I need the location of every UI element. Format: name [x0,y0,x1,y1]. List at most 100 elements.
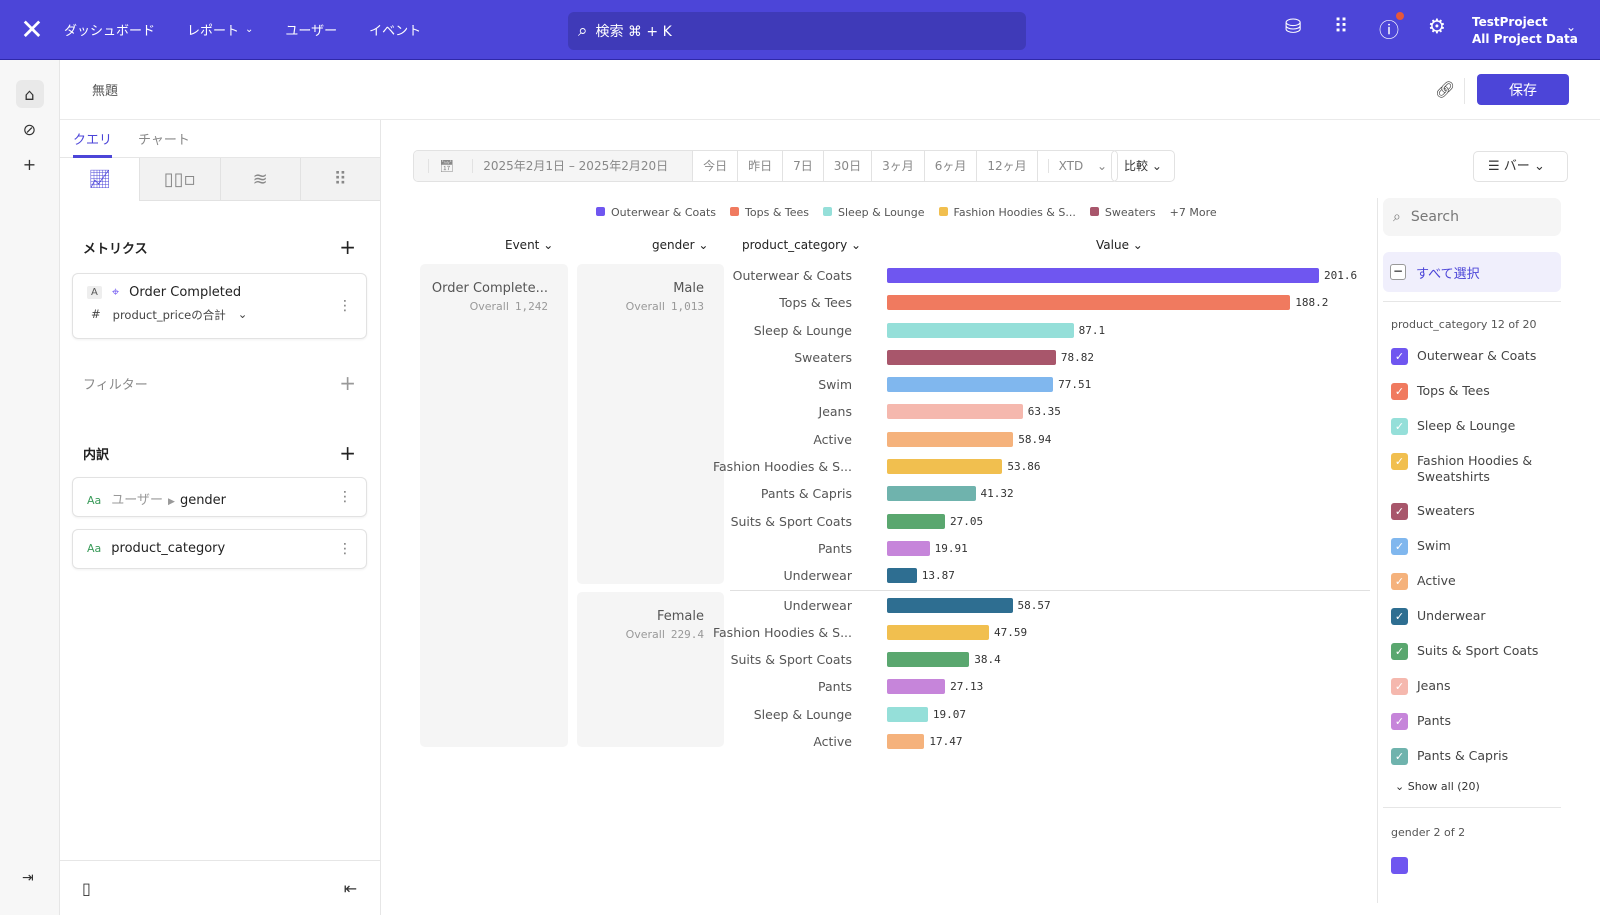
insights-icon[interactable]: 📈︎ [60,158,140,201]
legend-item[interactable]: Sleep & Lounge [823,206,925,219]
database-settings-icon[interactable]: ⛁ [1284,14,1302,38]
range-3m[interactable]: 3ヶ月 [871,151,924,181]
bar-row[interactable]: Fashion Hoodies & S... 47.59 [713,619,1370,646]
bar-row[interactable]: Outerwear & Coats 201.6 [730,262,1370,289]
filter-item[interactable]: ✓ Underwear [1391,599,1561,634]
filter-item[interactable]: ✓ Suits & Sport Coats [1391,634,1561,669]
range-xtd[interactable]: XTD ⌄ [1036,151,1117,181]
kebab-icon[interactable]: ⋮ [338,298,352,314]
tab-chart[interactable]: チャート [138,132,190,148]
filter-item[interactable]: ✓ Sleep & Lounge [1391,409,1561,444]
bar[interactable] [887,679,946,695]
bar-row[interactable]: Active 58.94 [730,426,1370,453]
project-switcher[interactable]: TestProject All Project Data [1472,14,1578,48]
filter-item[interactable]: ✓ Pants & Capris [1391,739,1561,774]
filter-item[interactable]: ✓ Outerwear & Coats [1391,339,1561,374]
filter-item[interactable]: ✓ Fashion Hoodies & Sweatshirts [1391,444,1561,494]
kebab-icon[interactable]: ⋮ [338,489,352,505]
filter-item[interactable]: ✓ Swim [1391,529,1561,564]
chevron-down-icon[interactable]: ⌄ [1566,20,1577,34]
metric-card[interactable]: A ⌖ Order Completed # product_priceの合計 ⌄ ⋮ [72,273,367,339]
funnels-icon[interactable]: ▯▯▫ [139,158,220,201]
range-6m[interactable]: 6ヶ月 [923,151,977,181]
bar[interactable] [887,377,1054,393]
home-icon[interactable]: ⌂ [15,80,44,108]
bar[interactable] [887,404,1023,420]
range-7d[interactable]: 7日 [782,151,823,181]
bar[interactable] [887,568,917,584]
sidebar-toggle-icon[interactable]: ▯ [82,878,91,898]
global-search[interactable]: ⌕ 検索 ⌘ + K [568,12,1026,50]
bar[interactable] [887,486,976,502]
filter-item[interactable]: ✓ Tops & Tees [1391,374,1561,409]
header-value[interactable]: Value ⌄ [1096,238,1143,252]
logo-icon[interactable]: ✕ [20,13,44,46]
bar-row[interactable]: Underwear 58.57 [730,592,1370,619]
range-12m[interactable]: 12ヶ月 [976,151,1036,181]
bar[interactable] [887,652,970,668]
filter-search-input[interactable]: ⌕ Search [1383,198,1561,236]
tab-query[interactable]: クエリ [73,120,113,158]
apps-grid-icon[interactable]: ⠿ [1333,14,1349,38]
compare-button[interactable]: 比較 ⌄ [1111,150,1175,182]
filter-item[interactable]: ✓ Jeans [1391,669,1561,704]
bar-row[interactable]: Suits & Sport Coats 38.4 [730,646,1370,673]
legend-item[interactable]: Sweaters [1089,206,1156,219]
bar-row[interactable]: Sweaters 78.82 [730,344,1370,371]
bar-row[interactable]: Sleep & Lounge 19.07 [730,701,1370,728]
bar[interactable] [887,513,945,529]
link-icon[interactable]: 🔗︎ [1435,80,1456,99]
breakdown-gender[interactable]: Aa ユーザー ▶ gender ⋮ [72,477,367,517]
bar-row[interactable]: Underwear 13.87 [730,562,1370,589]
help-icon[interactable]: ⓘ [1376,12,1404,43]
gear-icon[interactable]: ⚙ [1428,14,1446,38]
filter-item[interactable]: ✓ Active [1391,564,1561,599]
bar-row[interactable]: Tops & Tees 188.2 [730,289,1370,316]
compass-icon[interactable]: ⊘ [22,119,37,139]
bar[interactable] [887,597,1013,613]
bar-row[interactable]: Active 17.47 [730,728,1370,755]
bar-row[interactable]: Fashion Hoodies & S... 53.86 [713,453,1370,480]
legend-more[interactable]: +7 More [1169,206,1217,219]
date-range-button[interactable]: 📅︎ 2025年2月1日 – 2025年2月20日 [414,151,693,181]
bar-row[interactable]: Pants & Capris 41.32 [730,480,1370,507]
flows-icon[interactable]: ≋ [219,158,300,201]
bar[interactable] [887,734,925,750]
header-event[interactable]: Event ⌄ [505,238,554,252]
bar-row[interactable]: Sleep & Lounge 87.1 [730,317,1370,344]
select-all-toggle[interactable]: − すべて選択 [1383,252,1561,292]
add-metric-icon[interactable]: + [339,235,356,259]
bar[interactable] [887,322,1074,338]
bar[interactable] [887,349,1056,365]
filter-item[interactable]: ✓ Pants [1391,704,1561,739]
bar-row[interactable]: Swim 77.51 [730,371,1370,398]
bar-row[interactable]: Suits & Sport Coats 27.05 [730,508,1370,535]
nav-reports[interactable]: レポート ⌄ [187,20,253,39]
nav-events[interactable]: イベント [369,20,421,39]
header-category[interactable]: product_category ⌄ [742,238,862,252]
chart-type-select[interactable]: ☰ バー ⌄ [1473,151,1568,182]
kebab-icon[interactable]: ⋮ [338,541,352,557]
filter-item[interactable]: ✓ Sweaters [1391,494,1561,529]
checkbox[interactable] [1391,857,1408,874]
show-all-button[interactable]: ⌄ Show all (20) [1395,780,1480,793]
retention-icon[interactable]: ⠿ [299,158,380,201]
add-filter-icon[interactable]: + [339,371,356,395]
header-gender[interactable]: gender ⌄ [652,238,709,252]
nav-users[interactable]: ユーザー [285,20,337,39]
range-30d[interactable]: 30日 [822,151,871,181]
breakdown-product-category[interactable]: Aa product_category ⋮ [72,529,367,569]
bar-row[interactable]: Jeans 63.35 [730,398,1370,425]
save-button[interactable]: 保存 [1477,74,1569,105]
bar[interactable] [887,706,928,722]
range-yesterday[interactable]: 昨日 [737,151,782,181]
bar-row[interactable]: Pants 19.91 [730,535,1370,562]
bar[interactable] [887,268,1319,283]
bar-row[interactable]: Pants 27.13 [730,673,1370,700]
legend-item[interactable]: Outerwear & Coats [596,206,716,219]
bar[interactable] [887,459,1003,475]
metric-aggregation[interactable]: # product_priceの合計 ⌄ [87,307,366,323]
collapse-panel-icon[interactable]: ⇤ [343,878,357,898]
bar[interactable] [887,295,1291,311]
legend-item[interactable]: Fashion Hoodies & S... [938,206,1076,219]
